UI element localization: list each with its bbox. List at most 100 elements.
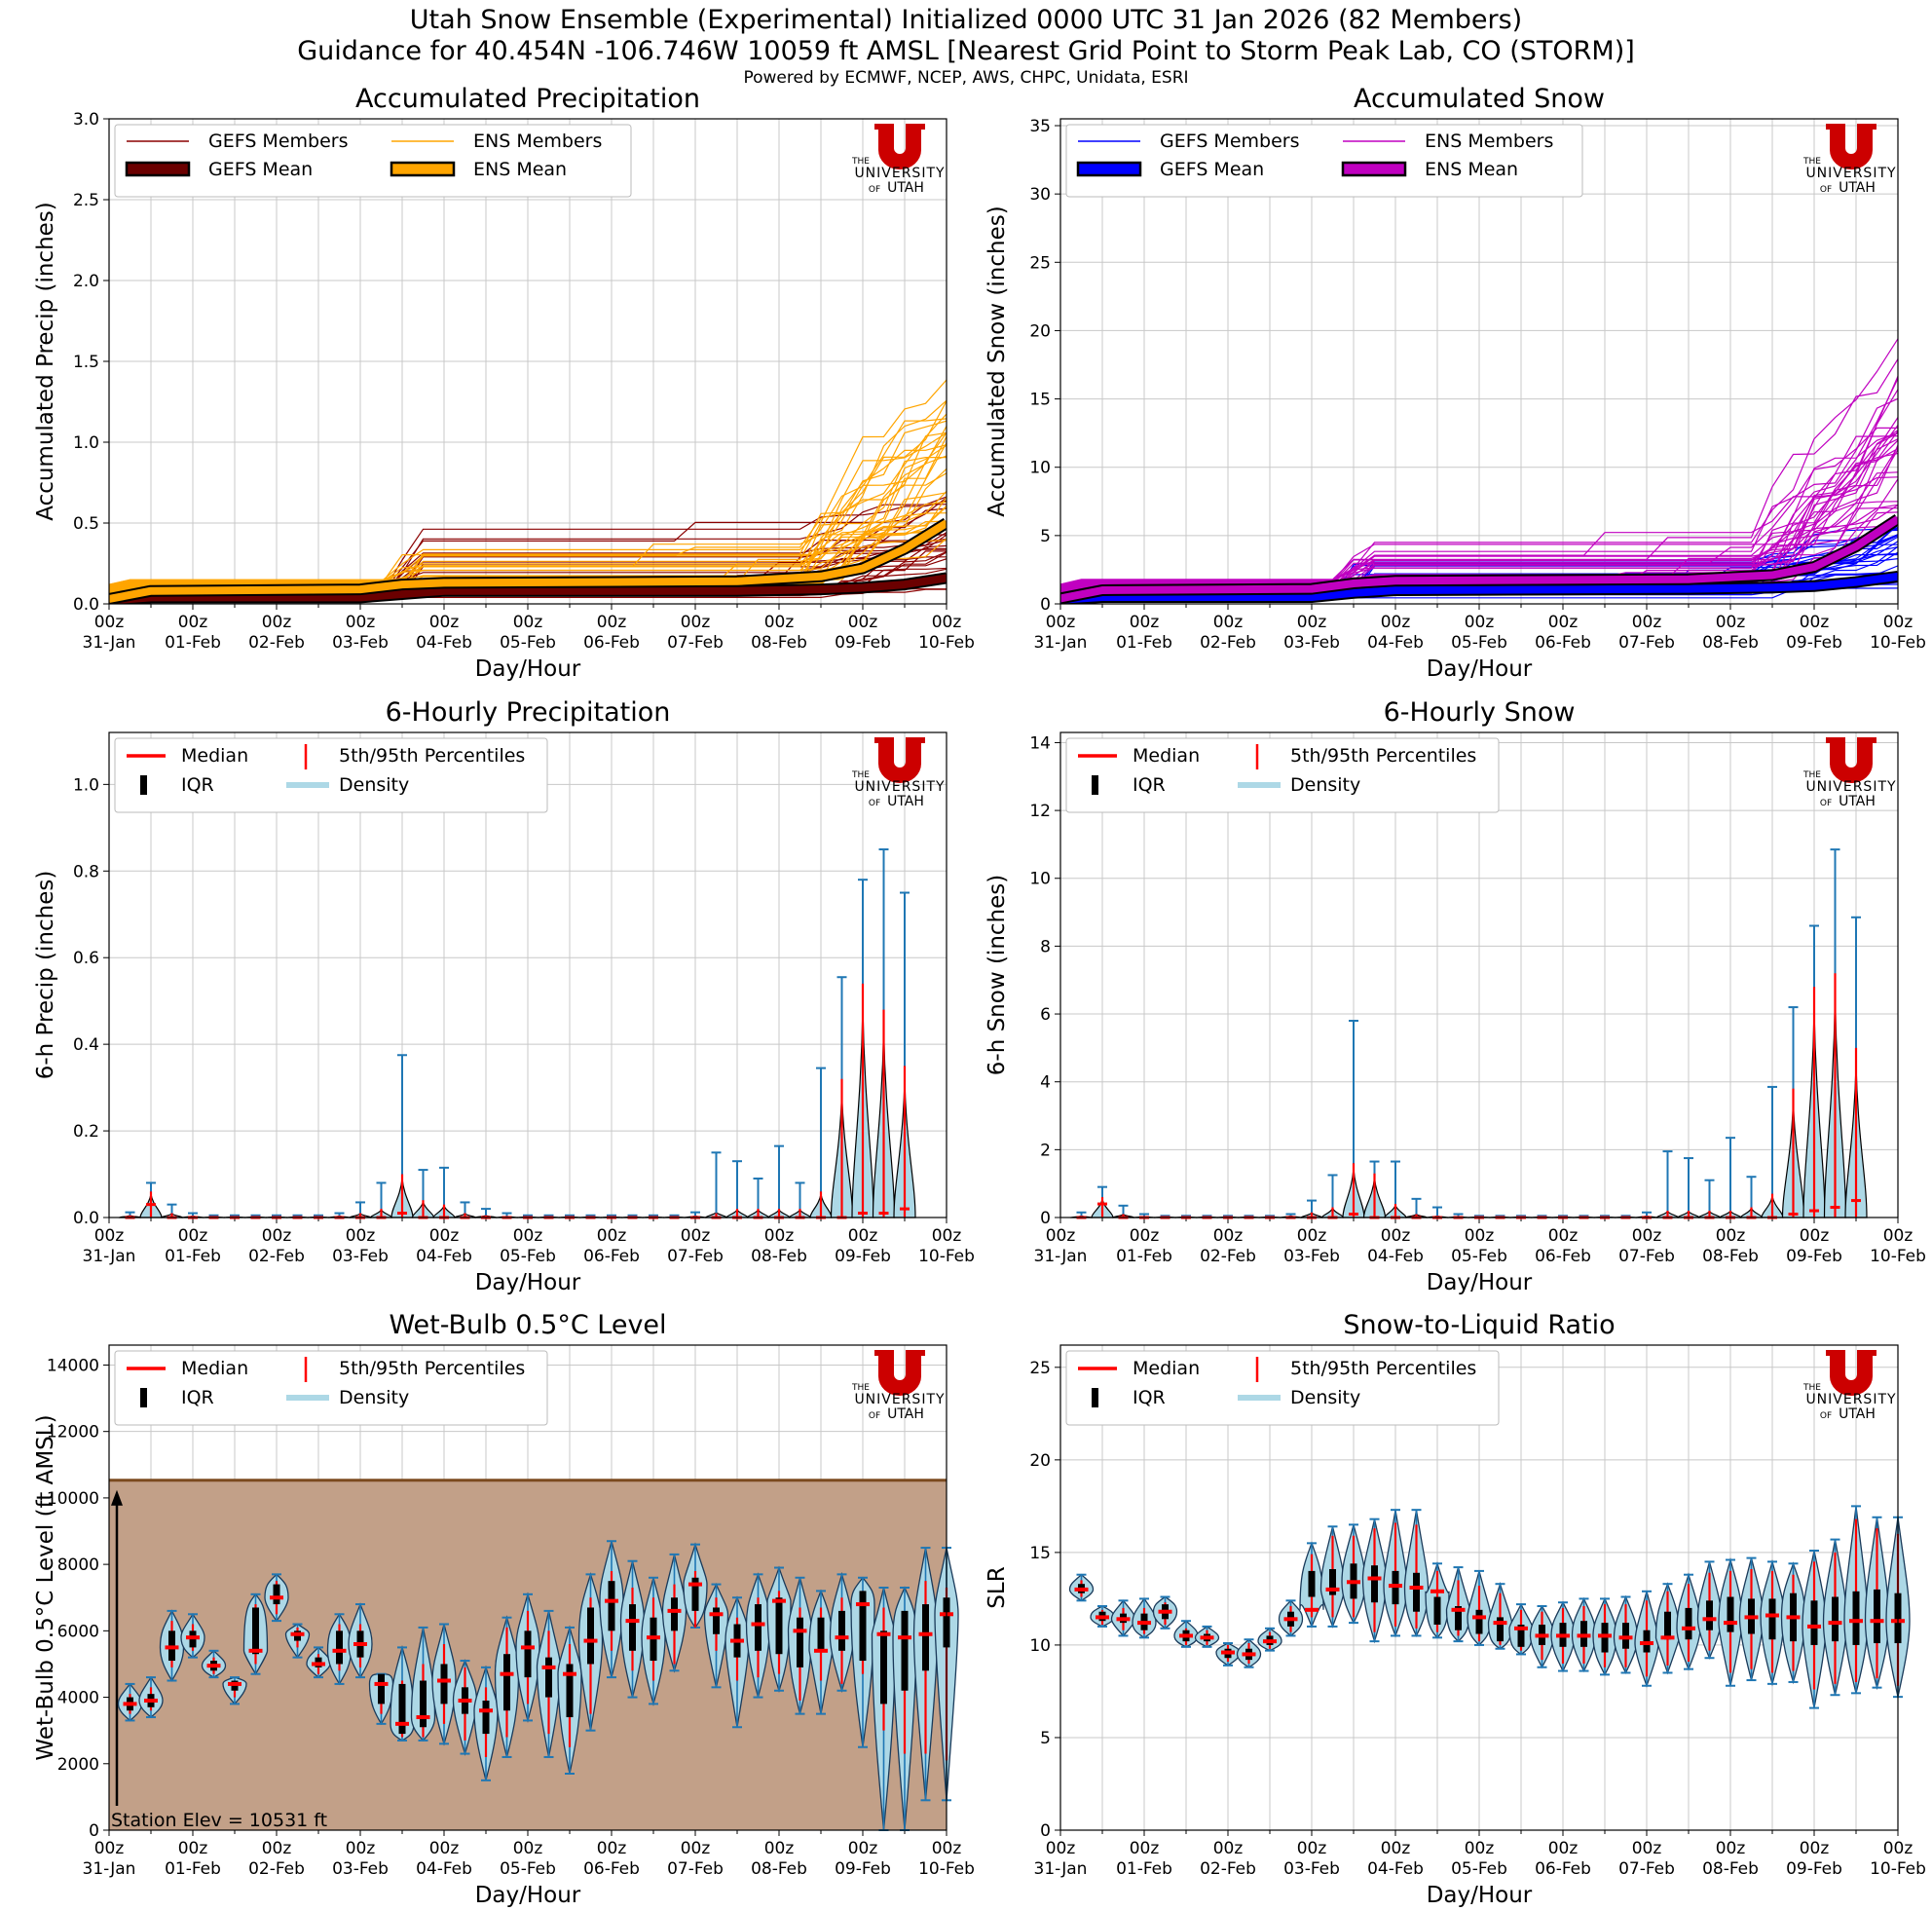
legend-median-label: Median (1133, 1358, 1200, 1379)
x-tick-hour-label: 00z (262, 1226, 292, 1246)
x-tick-hour-label: 00z (1213, 1226, 1244, 1246)
utah-u-serif-left (874, 737, 894, 743)
legend-item-label: GEFS Mean (1160, 159, 1264, 180)
logo-utah: UTAH (887, 1406, 924, 1422)
ens-mean-line (109, 519, 947, 603)
x-tick-day-label: 09-Feb (1786, 633, 1842, 653)
violins (1068, 1505, 1911, 1709)
panel-accum_precip: 0.00.51.01.52.02.53.000z31-Jan00z01-Feb0… (33, 84, 975, 682)
x-tick-hour-label: 00z (1046, 613, 1076, 632)
legend: GEFS Members ENS Members GEFS Mean ENS Mean (1065, 124, 1583, 198)
legend-box (114, 737, 548, 813)
x-tick-hour-label: 00z (94, 1839, 125, 1858)
y-axis-label: Accumulated Snow (inches) (985, 206, 1010, 516)
x-tick-day-label: 09-Feb (835, 1247, 891, 1266)
iqr-box (1685, 1607, 1692, 1640)
station-arrow-head-icon (111, 1489, 123, 1506)
x-tick-day-label: 31-Jan (1034, 1247, 1088, 1266)
x-tick-day-label: 08-Feb (751, 1859, 807, 1879)
iqr-box (671, 1597, 678, 1631)
x-tick-hour-label: 00z (597, 1226, 627, 1246)
y-tick-label: 5 (1040, 1729, 1051, 1748)
x-tick-day-label: 07-Feb (667, 1247, 724, 1266)
iqr-box (1664, 1611, 1671, 1640)
logo-of: OF (1820, 185, 1832, 195)
y-tick-label: 8000 (57, 1555, 99, 1575)
x-tick-hour-label: 00z (94, 613, 125, 632)
x-tick-day-label: 07-Feb (1618, 1859, 1675, 1879)
x-tick-day-label: 31-Jan (1034, 1859, 1088, 1879)
x-tick-day-label: 08-Feb (1702, 633, 1759, 653)
logo-of: OF (1820, 1411, 1832, 1421)
utah-u-serif-right (1857, 1350, 1876, 1356)
x-tick-hour-label: 00z (1800, 613, 1830, 632)
utah-u-serif-right (1857, 737, 1876, 743)
y-tick-label: 0.5 (73, 514, 99, 534)
plot-frame (1059, 118, 1899, 605)
chart-title: Accumulated Precipitation (355, 84, 700, 114)
y-tick-label: 0.2 (73, 1122, 99, 1142)
x-tick-hour-label: 00z (1046, 1839, 1076, 1858)
x-tick-day-label: 03-Feb (332, 633, 389, 653)
x-tick-hour-label: 00z (681, 1226, 711, 1246)
iqr-box (1810, 1600, 1818, 1645)
y-tick-label: 35 (1029, 117, 1051, 136)
legend-swatch-bar (125, 161, 191, 177)
x-tick-day-label: 05-Feb (1451, 1247, 1507, 1266)
y-tick-label: 30 (1029, 185, 1051, 205)
legend-swatch-bar (1076, 161, 1142, 177)
ens-member-line (1060, 430, 1898, 589)
x-tick-day-label: 03-Feb (332, 1859, 389, 1879)
legend-iqr-label: IQR (1133, 774, 1166, 796)
x-tick-day-label: 06-Feb (1535, 633, 1591, 653)
panel-slr: 051015202500z31-Jan00z01-Feb00z02-Feb00z… (985, 1310, 1926, 1908)
x-tick-hour-label: 00z (429, 613, 460, 632)
station-elevation-label: Station Elev = 10531 ft (111, 1810, 327, 1831)
y-tick-label: 0.0 (73, 595, 99, 615)
x-tick-day-label: 01-Feb (1116, 1859, 1172, 1879)
legend-median-label: Median (1133, 745, 1200, 767)
legend-item-label: GEFS Members (1160, 131, 1299, 152)
y-tick-label: 6 (1040, 1005, 1051, 1025)
x-tick-hour-label: 00z (346, 613, 376, 632)
x-tick-hour-label: 00z (1297, 1226, 1327, 1246)
legend: Median 5th/95th Percentiles IQR Density (114, 1350, 548, 1426)
x-tick-hour-label: 00z (1800, 1226, 1830, 1246)
iqr-box (880, 1630, 887, 1705)
x-tick-day-label: 31-Jan (1034, 633, 1088, 653)
x-tick-hour-label: 00z (848, 1839, 878, 1858)
legend-iqr-swatch (140, 1388, 147, 1407)
x-tick-day-label: 05-Feb (1451, 1859, 1507, 1879)
iqr-box (503, 1654, 510, 1711)
plot-frame (1059, 1344, 1899, 1831)
y-axis-label: Wet-Bulb 0.5°C Level (ft AMSL) (33, 1414, 58, 1760)
legend-item-label: ENS Members (1425, 131, 1553, 152)
x-tick-hour-label: 00z (178, 613, 208, 632)
iqr-box (524, 1630, 532, 1678)
x-tick-hour-label: 00z (1130, 613, 1160, 632)
x-tick-day-label: 06-Feb (583, 1859, 640, 1879)
x-tick-hour-label: 00z (178, 1226, 208, 1246)
iqr-box (859, 1591, 867, 1662)
x-tick-day-label: 05-Feb (500, 1247, 556, 1266)
iqr-box (755, 1604, 762, 1651)
x-tick-day-label: 03-Feb (1283, 1247, 1340, 1266)
utah-u-serif-right (906, 124, 925, 130)
y-tick-label: 14000 (47, 1356, 99, 1375)
x-tick-hour-label: 00z (1465, 1226, 1495, 1246)
logo-university: UNIVERSITY (1805, 779, 1896, 795)
x-tick-day-label: 01-Feb (165, 633, 221, 653)
x-tick-hour-label: 00z (346, 1226, 376, 1246)
x-tick-day-label: 03-Feb (332, 1247, 389, 1266)
y-tick-label: 15 (1029, 391, 1051, 410)
x-tick-day-label: 31-Jan (83, 1859, 136, 1879)
x-tick-day-label: 09-Feb (835, 1859, 891, 1879)
legend-median-label: Median (181, 1358, 248, 1379)
iqr-box (838, 1610, 845, 1651)
y-tick-label: 2000 (57, 1755, 99, 1775)
y-tick-label: 0.4 (73, 1035, 99, 1055)
ens-member-line (1060, 439, 1898, 588)
y-tick-label: 10 (1029, 459, 1051, 478)
x-tick-hour-label: 00z (1716, 1839, 1746, 1858)
x-tick-day-label: 07-Feb (1618, 633, 1675, 653)
